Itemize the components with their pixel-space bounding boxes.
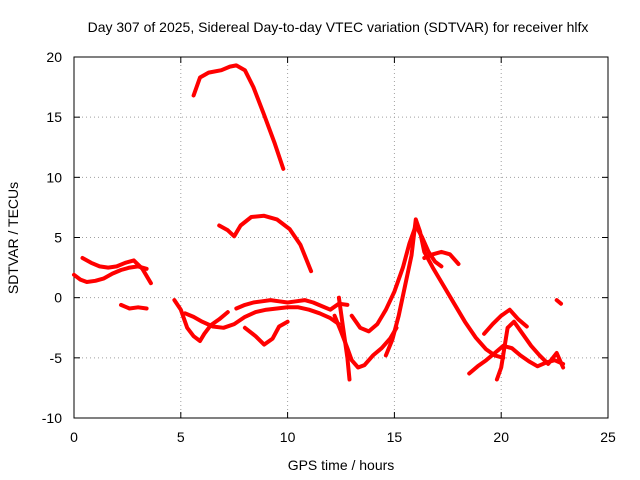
y-tick-label: -10 — [42, 410, 62, 426]
series-layer — [72, 63, 566, 382]
series-track-3 — [72, 264, 149, 284]
series-track-6 — [172, 298, 230, 343]
series-track-16 — [494, 319, 566, 382]
x-tick-label: 0 — [70, 429, 78, 445]
series-track-12 — [349, 223, 444, 334]
series-track-1 — [191, 63, 286, 171]
chart-title: Day 307 of 2025, Sidereal Day-to-day VTE… — [88, 19, 589, 35]
series-track-18 — [554, 298, 563, 306]
x-axis-label: GPS time / hours — [288, 457, 395, 473]
series-track-7 — [183, 305, 341, 330]
series-track-9 — [242, 319, 290, 347]
x-tick-label: 10 — [280, 429, 296, 445]
y-tick-label: 15 — [46, 109, 62, 125]
series-track-14 — [422, 249, 461, 266]
x-tick-label: 5 — [177, 429, 185, 445]
series-track-4 — [80, 256, 153, 286]
ticks-layer: 0 5 10 15 20 25 -10 -5 0 5 10 15 20 — [42, 49, 616, 445]
x-tick-label: 15 — [387, 429, 403, 445]
y-tick-label: 0 — [54, 290, 62, 306]
series-track-8 — [234, 298, 350, 312]
x-tick-label: 20 — [493, 429, 509, 445]
y-tick-label: 20 — [46, 49, 62, 65]
series-track-2 — [217, 213, 314, 274]
y-tick-label: -5 — [50, 350, 63, 366]
y-tick-label: 10 — [46, 169, 62, 185]
grid-layer — [74, 57, 608, 418]
series-track-5 — [119, 302, 149, 311]
y-tick-label: 5 — [54, 230, 62, 246]
series-track-11 — [336, 295, 352, 382]
y-axis-label: SDTVAR / TECUs — [5, 182, 21, 294]
series-track-13 — [383, 217, 506, 360]
series-track-17 — [482, 307, 529, 336]
x-tick-label: 25 — [600, 429, 616, 445]
